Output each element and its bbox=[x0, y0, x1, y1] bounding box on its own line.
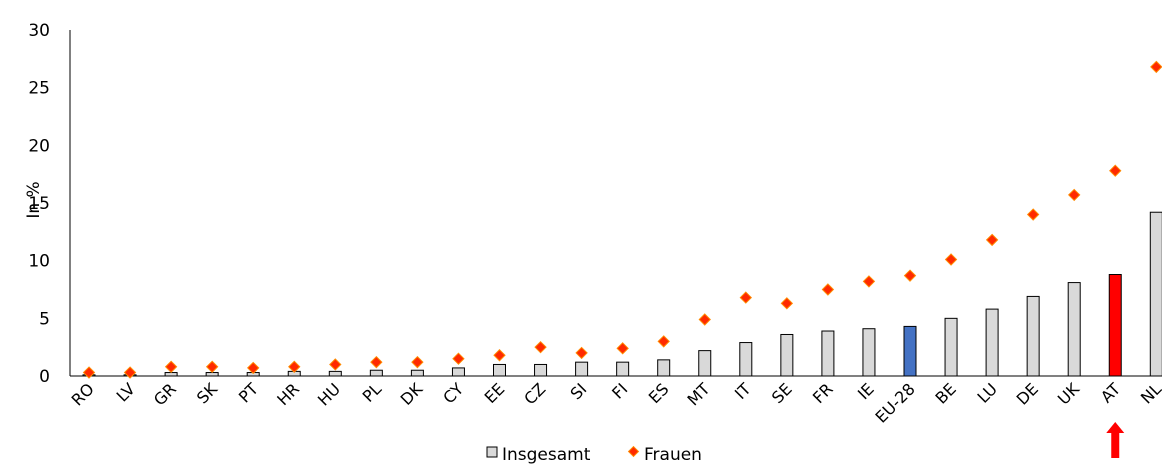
marker-it bbox=[739, 291, 753, 304]
legend-swatch-insgesamt bbox=[486, 446, 498, 458]
marker-fr bbox=[821, 283, 835, 296]
x-tick-label: PT bbox=[235, 379, 262, 406]
x-tick-label: EU-28 bbox=[871, 379, 918, 426]
bar-eu-28 bbox=[903, 325, 917, 377]
bar-hu bbox=[328, 370, 342, 377]
bar-nl bbox=[1149, 211, 1162, 377]
bar-cy bbox=[451, 367, 465, 377]
bar-it bbox=[739, 342, 753, 377]
bar-fr bbox=[821, 330, 835, 377]
bar-at bbox=[1108, 274, 1122, 377]
x-tick-label: DK bbox=[397, 379, 427, 409]
x-tick-label: SI bbox=[566, 379, 590, 403]
y-tick-label: 25 bbox=[28, 79, 50, 99]
bar-fi bbox=[616, 361, 630, 377]
x-tick-label: HR bbox=[273, 379, 303, 409]
bar-se bbox=[780, 333, 794, 377]
x-tick-label: FR bbox=[809, 379, 837, 407]
x-tick-label: BE bbox=[932, 379, 960, 407]
marker-sk bbox=[205, 360, 219, 373]
x-tick-label: DE bbox=[1013, 379, 1042, 408]
bar-de bbox=[1026, 295, 1040, 377]
marker-gr bbox=[164, 360, 178, 373]
x-tick-label: AT bbox=[1097, 379, 1124, 406]
y-tick-label: 0 bbox=[39, 367, 50, 387]
legend: Insgesamt Frauen bbox=[486, 445, 702, 464]
y-tick-label: 30 bbox=[28, 21, 50, 41]
marker-si bbox=[575, 346, 588, 360]
bar-es bbox=[657, 359, 671, 377]
marker-nl bbox=[1150, 60, 1162, 74]
x-tick-label: IE bbox=[854, 379, 878, 403]
legend-label-insgesamt: Insgesamt bbox=[502, 445, 591, 464]
bar-be bbox=[944, 317, 958, 377]
marker-uk bbox=[1067, 188, 1081, 202]
x-tick-label: UK bbox=[1054, 379, 1083, 408]
marker-eu-28 bbox=[903, 269, 917, 282]
bar-mt bbox=[698, 350, 712, 377]
x-tick-label: EE bbox=[481, 379, 509, 407]
x-tick-label: CZ bbox=[520, 379, 549, 408]
y-axis-title: In % bbox=[24, 181, 44, 218]
bars bbox=[82, 211, 1162, 377]
marker-ee bbox=[493, 349, 506, 362]
bar-lu bbox=[985, 308, 999, 377]
legend-label-frauen: Frauen bbox=[644, 445, 702, 464]
marker-de bbox=[1026, 208, 1040, 221]
marker-hu bbox=[329, 358, 342, 371]
marker-at bbox=[1109, 164, 1122, 177]
highlight-arrow bbox=[1106, 422, 1125, 458]
y-tick-label: 20 bbox=[28, 136, 50, 156]
marker-se bbox=[780, 297, 794, 310]
x-tick-label: RO bbox=[68, 379, 98, 409]
x-tick-label: LU bbox=[973, 379, 1000, 406]
bar-cz bbox=[534, 363, 548, 377]
x-tick-label: GR bbox=[150, 379, 180, 409]
x-tick-label: IT bbox=[731, 379, 755, 403]
marker-pl bbox=[370, 355, 383, 369]
marker-cy bbox=[452, 352, 465, 365]
y-tick-labels: 0 5 10 15 20 25 30 bbox=[28, 21, 50, 387]
legend-marker-frauen bbox=[627, 445, 640, 458]
marker-ro bbox=[82, 366, 96, 379]
x-tick-label: LV bbox=[113, 379, 139, 405]
marker-fi bbox=[616, 342, 629, 355]
bar-dk bbox=[410, 369, 424, 377]
marker-lu bbox=[985, 233, 999, 247]
x-tick-label: ES bbox=[645, 379, 673, 407]
marker-be bbox=[944, 253, 958, 266]
x-tick-label: PL bbox=[359, 379, 386, 406]
marker-mt bbox=[698, 313, 711, 326]
y-tick-label: 10 bbox=[28, 252, 50, 272]
marker-cz bbox=[534, 340, 547, 354]
marker-ie bbox=[862, 275, 876, 288]
bar-gr bbox=[164, 372, 178, 377]
marker-hr bbox=[288, 360, 301, 373]
markers bbox=[82, 60, 1162, 379]
bar-ee bbox=[493, 363, 506, 377]
x-tick-label: CY bbox=[439, 379, 467, 407]
y-tick-label: 15 bbox=[28, 194, 50, 214]
x-tick-labels: RO LV GR SK PT HR HU PL DK CY EE CZ SI FI ES MT IT SE FR IE… bbox=[68, 379, 1162, 427]
x-tick-label: SK bbox=[193, 379, 221, 407]
x-tick-label: SE bbox=[768, 379, 796, 407]
bar-pl bbox=[369, 369, 383, 377]
marker-lv bbox=[123, 366, 137, 379]
bar-si bbox=[575, 361, 589, 377]
x-tick-label: MT bbox=[683, 379, 713, 409]
marker-pt bbox=[246, 361, 260, 375]
marker-es bbox=[657, 335, 670, 348]
x-tick-label: NL bbox=[1137, 379, 1162, 407]
x-tick-label: FI bbox=[608, 379, 631, 402]
x-tick-label: HU bbox=[314, 379, 344, 409]
bar-sk bbox=[205, 372, 219, 377]
bar-ie bbox=[862, 328, 876, 377]
marker-dk bbox=[411, 355, 424, 369]
bar-uk bbox=[1067, 282, 1081, 377]
y-tick-label: 5 bbox=[39, 309, 50, 329]
arrow-up-icon bbox=[1106, 422, 1125, 458]
